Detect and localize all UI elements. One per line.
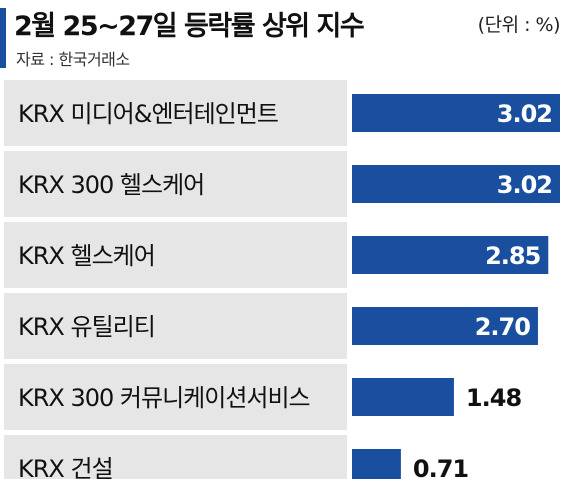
- category-label-bg: [4, 364, 347, 430]
- chart-header: 2월 25~27일 등락률 상위 지수 (단위 : %) 자료 : 한국거래소: [0, 0, 570, 76]
- value-label: 2.85: [485, 242, 541, 270]
- bar: [352, 378, 454, 416]
- category-label-bg: [4, 222, 347, 288]
- title-accent-bar: [0, 8, 6, 68]
- value-label: 2.70: [475, 313, 531, 341]
- category-label-bg: [4, 293, 347, 359]
- category-label: KRX 건설: [18, 455, 113, 479]
- category-label-bg: [4, 435, 347, 479]
- source-label: 자료 : 한국거래소: [16, 50, 130, 69]
- bar: [352, 307, 538, 345]
- bar: [352, 94, 560, 132]
- value-label: 3.02: [497, 100, 552, 128]
- category-label-bg: [4, 151, 347, 217]
- category-label: KRX 미디어&엔터테인먼트: [18, 100, 278, 128]
- category-label: KRX 유틸리티: [18, 313, 155, 341]
- unit-label: (단위 : %): [477, 14, 561, 36]
- category-label-bg: [4, 80, 347, 146]
- bar: [352, 236, 549, 274]
- category-label: KRX 헬스케어: [18, 242, 155, 270]
- bar: [352, 165, 560, 203]
- bar: [352, 449, 401, 479]
- chart-title: 2월 25~27일 등락률 상위 지수: [14, 11, 365, 42]
- category-label: KRX 300 커뮤니케이션서비스: [18, 384, 310, 412]
- value-label: 3.02: [497, 171, 552, 199]
- value-label: 1.48: [466, 384, 522, 412]
- value-label: 0.71: [413, 455, 469, 479]
- category-label: KRX 300 헬스케어: [18, 171, 204, 199]
